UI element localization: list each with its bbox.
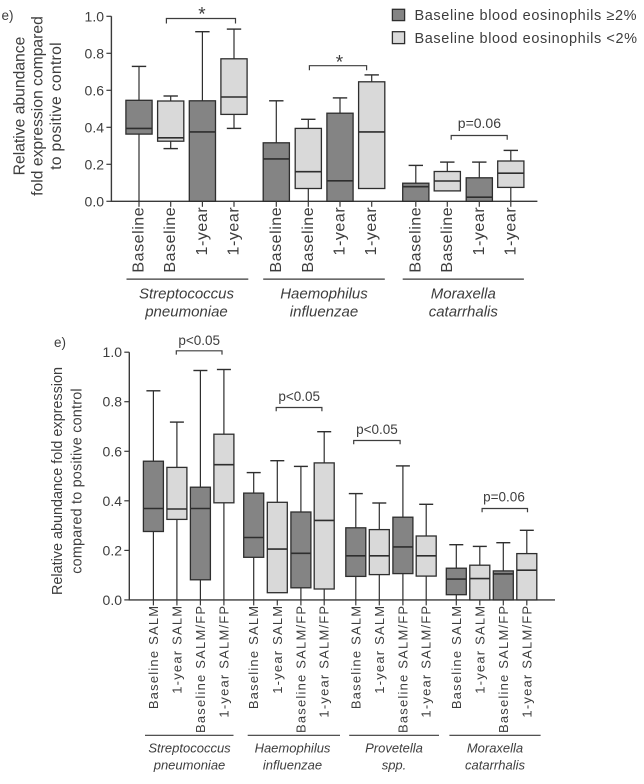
- svg-text:Baseline blood eosinophils <2%: Baseline blood eosinophils <2%: [415, 31, 638, 47]
- svg-text:0.8: 0.8: [85, 45, 105, 61]
- svg-text:1-year: 1-year: [226, 207, 243, 256]
- svg-text:pneumoniae: pneumoniae: [153, 758, 226, 773]
- svg-text:1-year: 1-year: [363, 207, 380, 256]
- svg-text:Provetella: Provetella: [365, 741, 423, 756]
- svg-text:p<0.05: p<0.05: [278, 389, 320, 404]
- svg-text:Baseline: Baseline: [131, 207, 148, 273]
- svg-text:fold expression compared: fold expression compared: [30, 16, 47, 196]
- svg-text:Baseline: Baseline: [407, 207, 424, 273]
- svg-text:0.4: 0.4: [103, 493, 123, 509]
- svg-text:1-year SALM/FP: 1-year SALM/FP: [519, 605, 534, 718]
- svg-text:to positive control: to positive control: [48, 42, 65, 170]
- svg-text:Haemophilus: Haemophilus: [255, 741, 331, 756]
- svg-text:p<0.05: p<0.05: [178, 333, 220, 348]
- svg-text:pneumoniae: pneumoniae: [144, 304, 228, 321]
- svg-text:Baseline: Baseline: [162, 207, 179, 273]
- svg-text:Baseline: Baseline: [439, 207, 456, 273]
- svg-text:1.0: 1.0: [85, 8, 105, 24]
- svg-text:p<0.05: p<0.05: [356, 422, 398, 437]
- svg-text:Baseline SALM/FP: Baseline SALM/FP: [293, 605, 308, 733]
- svg-text:catarrhalis: catarrhalis: [429, 304, 499, 321]
- svg-text:1-year: 1-year: [194, 207, 211, 256]
- svg-text:1-year SALM: 1-year SALM: [169, 605, 184, 694]
- svg-text:0.2: 0.2: [103, 542, 123, 558]
- svg-text:Baseline SALM: Baseline SALM: [348, 605, 363, 709]
- svg-text:Moraxella: Moraxella: [431, 286, 496, 303]
- svg-text:Baseline SALM: Baseline SALM: [449, 605, 464, 709]
- svg-text:Baseline blood eosinophils ≥2%: Baseline blood eosinophils ≥2%: [415, 8, 638, 24]
- svg-text:1.0: 1.0: [103, 344, 123, 360]
- svg-text:Moraxella: Moraxella: [467, 741, 523, 756]
- svg-text:Baseline: Baseline: [268, 207, 285, 273]
- svg-text:influenzae: influenzae: [290, 304, 358, 321]
- svg-text:1-year SALM/FP: 1-year SALM/FP: [216, 605, 231, 718]
- svg-text:*: *: [336, 53, 344, 74]
- svg-text:0.0: 0.0: [103, 592, 123, 608]
- svg-text:0.8: 0.8: [103, 394, 123, 410]
- svg-text:Baseline SALM/FP: Baseline SALM/FP: [496, 605, 511, 733]
- svg-text:0.6: 0.6: [85, 82, 105, 98]
- svg-text:Relative abundance fold expres: Relative abundance fold expression: [50, 367, 66, 595]
- svg-text:Baseline SALM: Baseline SALM: [146, 605, 161, 709]
- svg-text:Baseline SALM/FP: Baseline SALM/FP: [395, 605, 410, 733]
- svg-text:e): e): [54, 335, 66, 350]
- svg-text:compared to positive control: compared to positive control: [69, 388, 85, 574]
- svg-text:p=0.06: p=0.06: [458, 115, 501, 131]
- svg-text:1-year: 1-year: [471, 207, 488, 256]
- svg-text:p=0.06: p=0.06: [483, 489, 525, 504]
- svg-text:0.6: 0.6: [103, 443, 123, 459]
- svg-text:1-year SALM: 1-year SALM: [472, 605, 487, 694]
- svg-text:e): e): [2, 8, 14, 23]
- svg-text:Relative abundance: Relative abundance: [12, 36, 29, 175]
- svg-text:Streptococcus: Streptococcus: [148, 741, 231, 756]
- svg-text:Streptococcus: Streptococcus: [139, 286, 235, 303]
- svg-text:influenzae: influenzae: [263, 758, 322, 773]
- svg-text:1-year SALM: 1-year SALM: [372, 605, 387, 694]
- svg-text:0.0: 0.0: [85, 193, 105, 209]
- svg-text:Baseline SALM/FP: Baseline SALM/FP: [193, 605, 208, 733]
- svg-text:spp.: spp.: [382, 758, 407, 773]
- svg-text:Haemophilus: Haemophilus: [280, 286, 368, 303]
- svg-text:catarrhalis: catarrhalis: [465, 758, 525, 773]
- svg-text:1-year SALM/FP: 1-year SALM/FP: [419, 605, 434, 718]
- svg-text:1-year: 1-year: [502, 207, 519, 256]
- svg-text:1-year: 1-year: [332, 207, 349, 256]
- svg-text:0.4: 0.4: [85, 119, 105, 135]
- svg-text:*: *: [198, 5, 206, 26]
- svg-text:Baseline SALM: Baseline SALM: [246, 605, 261, 709]
- svg-text:1-year SALM/FP: 1-year SALM/FP: [317, 605, 332, 718]
- svg-text:1-year SALM: 1-year SALM: [270, 605, 285, 694]
- svg-text:0.2: 0.2: [85, 156, 105, 172]
- svg-text:Baseline: Baseline: [300, 207, 317, 273]
